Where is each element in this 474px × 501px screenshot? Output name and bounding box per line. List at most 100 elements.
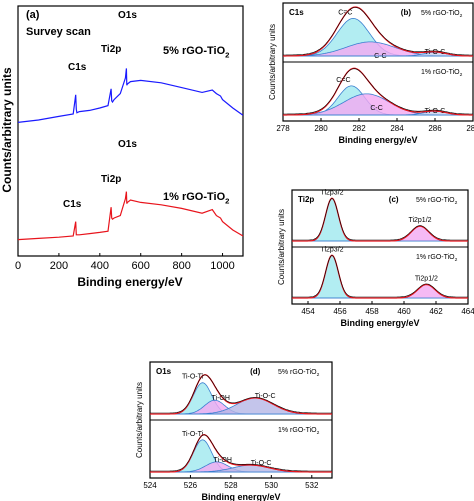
sample-name-base: 5% rGO-TiO [278, 369, 317, 376]
x-axis-label: Binding energy/eV [338, 135, 417, 145]
sample-name: 5% rGO-TiO2 [278, 369, 320, 378]
sample-name: 1% rGO-TiO2 [416, 254, 458, 263]
peak-label: C1s [68, 62, 87, 73]
panel-label: (b) [401, 8, 412, 17]
x-tick-label: 460 [397, 307, 411, 316]
x-axis-label: Binding energy/eV [77, 275, 182, 289]
component-label: C-C [370, 105, 382, 112]
panel-title: Ti2p [298, 195, 314, 204]
x-tick-label: 462 [429, 307, 443, 316]
y-axis-label: Counts/arbitrary units [0, 67, 14, 193]
sample-name-base: 1% rGO-TiO [421, 69, 460, 76]
panel-title: C1s [289, 8, 304, 17]
sample-name: 5% rGO-TiO2 [421, 10, 463, 19]
peak-label: O1s [118, 139, 137, 150]
x-tick-label: 200 [50, 260, 68, 272]
survey-series-line-1 [17, 191, 244, 241]
x-tick-label: 600 [132, 260, 150, 272]
sample-name-subscript: 2 [455, 200, 458, 206]
x-tick-label: 454 [301, 307, 315, 316]
sample-name-subscript: 2 [455, 257, 458, 263]
x-tick-label: 1000 [210, 260, 234, 272]
measured-data-line [292, 255, 468, 298]
component-label: Ti2p1/2 [408, 217, 431, 224]
sample-name: 1% rGO-TiO2 [278, 427, 320, 436]
survey-series-name-0-base: 5% rGO-TiO [163, 45, 226, 57]
sample-name: 1% rGO-TiO2 [421, 69, 463, 78]
y-axis-label: Counts/arbitrary units [268, 24, 277, 100]
x-tick-label: 800 [172, 260, 190, 272]
peak-label: C1s [63, 199, 82, 210]
component-peak-0 [292, 197, 468, 242]
sample-name-base: 5% rGO-TiO [416, 197, 455, 204]
component-label: Ti-O-C [425, 108, 446, 115]
envelope-fit-line [150, 374, 332, 415]
survey-series-name-1-subscript: 2 [225, 196, 229, 205]
component-label: Ti2p1/2 [415, 276, 438, 283]
component-label: Ti-OH [214, 457, 232, 464]
x-tick-label: 458 [365, 307, 379, 316]
sample-name-base: 1% rGO-TiO [278, 427, 317, 434]
component-label: Ti-O-C [425, 49, 446, 56]
measured-data-line [150, 374, 332, 414]
x-tick-label: 524 [143, 481, 157, 490]
measured-data-line [283, 68, 473, 115]
component-label: Ti-O-C [255, 393, 276, 400]
x-tick-label: 528 [224, 481, 238, 490]
measured-data-line [283, 7, 473, 56]
peak-label: Ti2p [101, 44, 121, 55]
component-peak-2 [150, 397, 332, 415]
component-label: Ti2p3/2 [320, 246, 343, 253]
panel-label: (d) [250, 367, 261, 376]
x-tick-label: 280 [314, 124, 328, 133]
x-tick-label: 0 [15, 260, 21, 272]
panel-title: O1s [156, 367, 172, 376]
x-tick-label: 526 [184, 481, 198, 490]
x-tick-label: 278 [276, 124, 290, 133]
envelope-fit-line [292, 254, 468, 299]
sample-name-subscript: 2 [460, 72, 463, 78]
sample-name-base: 5% rGO-TiO [421, 10, 460, 17]
panel-label-a: (a) [26, 9, 40, 21]
sample-name-subscript: 2 [317, 372, 320, 378]
peak-label: O1s [118, 10, 137, 21]
component-label: Ti-O-Ti [182, 374, 204, 381]
y-axis-label: Counts/arbitrary units [277, 209, 286, 285]
x-axis-label: Binding energy/eV [340, 318, 419, 328]
sample-name-subscript: 2 [460, 13, 463, 19]
survey-title: Survey scan [26, 26, 91, 38]
survey-series-line-0 [17, 68, 244, 123]
component-label: Ti-O-Ti [182, 431, 204, 438]
x-tick-label: 288 [466, 124, 474, 133]
survey-series-name-1-base: 1% rGO-TiO [163, 191, 226, 203]
component-label: Ti-OH [212, 395, 230, 402]
envelope-fit-line [292, 197, 468, 242]
x-tick-label: 456 [333, 307, 347, 316]
peak-label: Ti2p [101, 174, 121, 185]
sample-name-subscript: 2 [317, 430, 320, 436]
x-tick-label: 400 [91, 260, 109, 272]
y-axis-label: Counts/arbitrary units [135, 382, 144, 458]
component-label: Ti-O-C [251, 460, 272, 467]
sample-name: 5% rGO-TiO2 [416, 197, 458, 206]
x-tick-label: 530 [265, 481, 279, 490]
x-tick-label: 284 [390, 124, 404, 133]
x-tick-label: 286 [428, 124, 442, 133]
plot-frame [17, 5, 244, 257]
component-label: Ti2p3/2 [320, 189, 343, 196]
x-tick-label: 532 [305, 481, 319, 490]
survey-series-name-1: 1% rGO-TiO2 [163, 191, 229, 205]
envelope-fit-line [150, 434, 332, 473]
x-axis-label: Binding energy/eV [201, 492, 280, 501]
measured-data-line [150, 434, 332, 472]
x-tick-label: 464 [461, 307, 474, 316]
measured-data-line [292, 198, 468, 241]
panel-label: (c) [389, 195, 399, 204]
survey-series-name-0-subscript: 2 [225, 50, 229, 59]
component-label: C=C [338, 9, 352, 16]
survey-series-name-0: 5% rGO-TiO2 [163, 45, 229, 59]
component-label: C=C [336, 77, 350, 84]
x-tick-label: 282 [352, 124, 366, 133]
component-peak-0 [292, 254, 468, 299]
